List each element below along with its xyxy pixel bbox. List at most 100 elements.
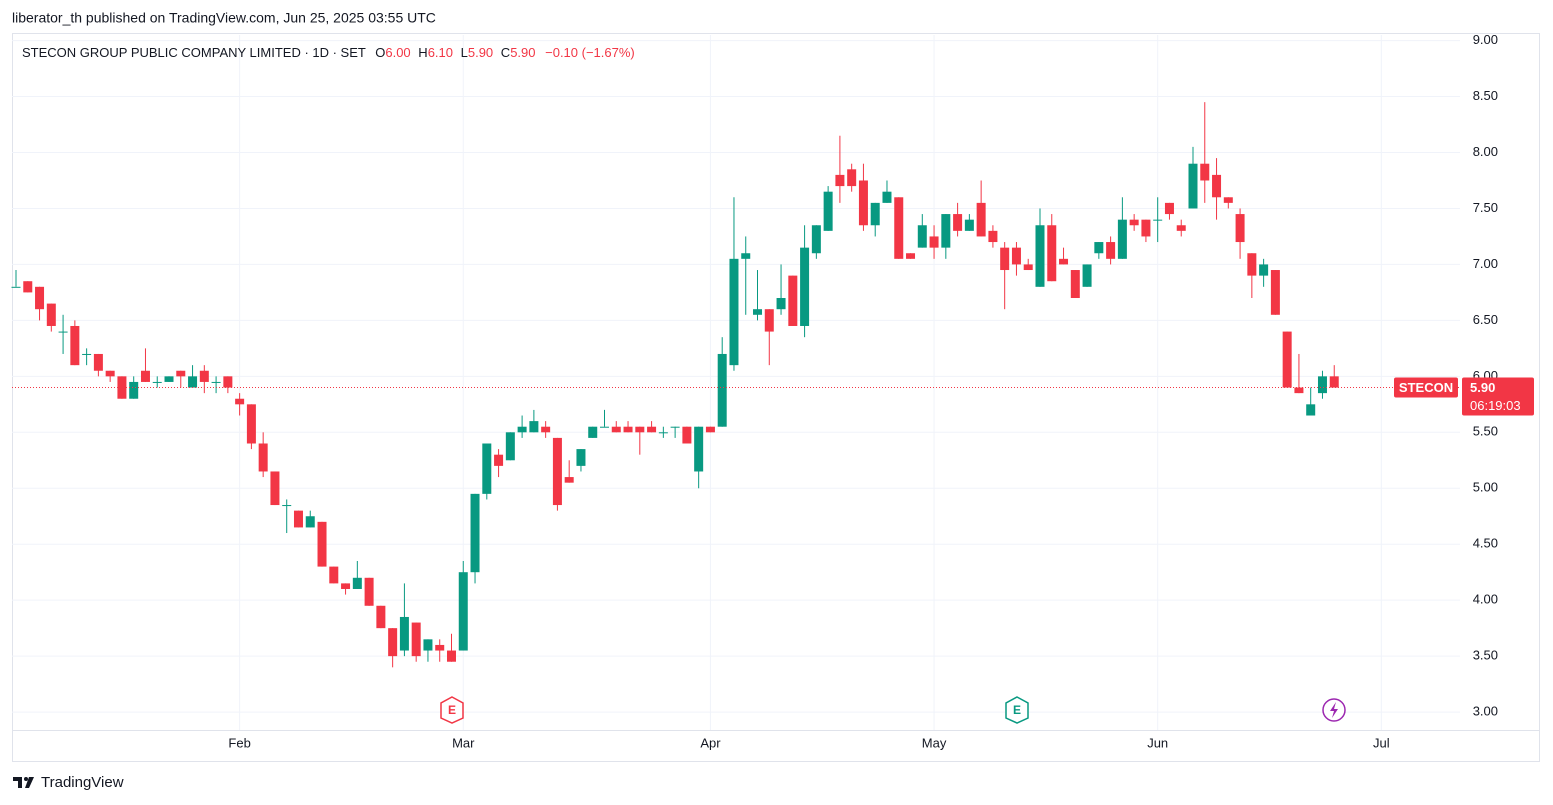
candle-body [835, 174, 845, 187]
candle-body [282, 505, 292, 507]
candle-body [411, 622, 421, 657]
x-tick-label: Apr [700, 735, 721, 750]
symbol-tag-text: STECON [1399, 380, 1453, 395]
candle-body [70, 325, 80, 366]
y-tick-label: 3.50 [1473, 648, 1498, 663]
candle-body [1282, 331, 1292, 388]
candle-body [317, 521, 327, 567]
y-tick-label: 8.50 [1473, 88, 1498, 103]
candle-body [929, 236, 939, 248]
candle-body [764, 309, 774, 332]
logo-mark [24, 777, 28, 781]
candle-body [529, 421, 539, 433]
candle-body [188, 376, 198, 388]
candle-body [1106, 242, 1116, 259]
event-marker[interactable]: E [1005, 696, 1029, 724]
candle-body [1176, 225, 1186, 231]
candle-body [870, 202, 880, 226]
candle-body [223, 376, 233, 388]
chart-frame [12, 33, 1540, 762]
candle-body [1212, 174, 1222, 198]
candle-body [1306, 404, 1316, 416]
candle-body [705, 426, 715, 433]
candle-body [1070, 270, 1080, 299]
axes: 3.00 3.50 4.00 4.50 5.00 5.50 6.00 6.50 7.00 7.50… [12, 32, 1534, 750]
candle-body [58, 331, 68, 333]
legend-value: 6.10 [428, 45, 453, 60]
y-tick-label: 7.00 [1473, 256, 1498, 271]
y-tick-label: 8.00 [1473, 144, 1498, 159]
candle-body [541, 426, 551, 433]
candle-body [270, 471, 280, 506]
candle-body [1270, 270, 1280, 315]
candle-body [941, 214, 951, 248]
candle-body [446, 650, 456, 662]
candle-body [776, 298, 786, 310]
candle-body [894, 197, 904, 259]
candle-body [1129, 219, 1139, 226]
candle-body [505, 432, 515, 461]
dividend-icon [1330, 702, 1338, 718]
candle-body [470, 493, 480, 573]
symbol-tag [1394, 377, 1458, 398]
candle-body [611, 426, 621, 433]
legend-key: H [418, 45, 427, 60]
candle-body [388, 628, 398, 657]
candle-body [1094, 242, 1104, 254]
x-tick-label: Feb [228, 735, 250, 750]
event-label: E [448, 703, 456, 717]
event-badge [1005, 696, 1029, 724]
candle-body [717, 353, 727, 427]
candle-body [964, 219, 974, 231]
price-tag [1462, 377, 1534, 416]
candle-body [435, 644, 445, 651]
candle-body [1235, 214, 1245, 243]
candle-body [729, 258, 739, 366]
brand-name: TradingView [41, 774, 124, 791]
y-tick-label: 5.00 [1473, 480, 1498, 495]
candle-body [341, 583, 351, 589]
candle-body [423, 639, 433, 651]
candle-body [917, 225, 927, 248]
candle-body [741, 253, 751, 259]
candle-body [811, 225, 821, 254]
candle-body [1059, 258, 1069, 265]
y-tick-label: 6.50 [1473, 312, 1498, 327]
candle-body [1259, 264, 1269, 276]
candle-body [1141, 219, 1151, 237]
dividend-marker[interactable] [1322, 698, 1346, 722]
candle-body [623, 426, 633, 433]
candle-body [293, 510, 303, 528]
candle-body [376, 605, 386, 629]
candle-body [976, 202, 986, 237]
candle-body [1000, 247, 1010, 271]
candle-body [399, 616, 409, 651]
y-tick-label: 7.50 [1473, 200, 1498, 215]
candle-body [635, 426, 645, 433]
candle-body [105, 370, 115, 377]
candle-body [117, 376, 127, 399]
y-tick-label: 9.00 [1473, 32, 1498, 47]
legend-title: STECON GROUP PUBLIC COMPANY LIMITED · 1D… [22, 45, 366, 60]
legend: STECON GROUP PUBLIC COMPANY LIMITED · 1D… [22, 45, 635, 60]
candle-body [682, 426, 692, 444]
candle-body [482, 443, 492, 494]
grid [12, 35, 1460, 730]
candle-body [600, 426, 609, 428]
candle-body [1153, 219, 1163, 221]
x-tick-label: Jul [1373, 735, 1390, 750]
candle-body [647, 426, 657, 433]
candle-body [1294, 387, 1304, 394]
candle-body [1023, 264, 1033, 271]
legend-key: L [461, 45, 468, 60]
candle-body [658, 432, 668, 434]
event-marker[interactable]: E [440, 696, 464, 724]
legend-value: 5.90 [468, 45, 493, 60]
candle-body [140, 370, 150, 382]
candle-body [1223, 197, 1233, 203]
candle-body [93, 353, 103, 371]
candle-body [1117, 219, 1127, 259]
